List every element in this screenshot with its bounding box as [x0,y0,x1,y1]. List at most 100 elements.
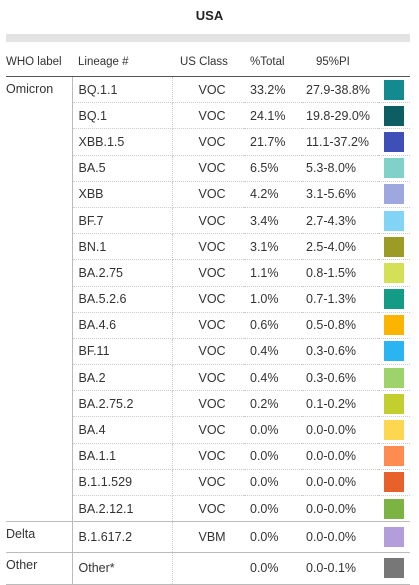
us-class-cell: VOC [172,128,244,156]
us-class-cell: VOC [172,155,244,182]
lineage-cell: B.1.617.2 [72,521,173,554]
percent-total-cell: 24.1% [244,102,302,130]
title-underline-bar [6,34,410,42]
lineage-color-swatch [384,393,404,414]
lineage-cell: B.1.1.529 [72,469,173,497]
percent-total-cell: 1.1% [244,259,302,287]
color-swatch-cell [378,76,410,104]
us-class-cell: VOC [172,286,244,313]
color-swatch-cell [378,469,410,497]
us-class-cell: VOC [172,495,244,523]
header-95pi[interactable]: 95%PI [302,48,378,77]
prediction-interval-cell: 0.0-0.0% [302,469,378,497]
percent-total-cell: 0.2% [244,390,302,418]
header-who-label[interactable]: WHO label [6,48,72,77]
prediction-interval-cell: 2.5-4.0% [302,233,378,261]
prediction-interval-cell: 0.3-0.6% [302,364,378,392]
us-class-cell: VOC [172,416,244,444]
table-header-row: WHO label Lineage # US Class %Total 95%P… [6,48,410,77]
prediction-interval-cell: 19.8-29.0% [302,102,378,130]
table-row: XBB.1.5 VOC 21.7% 11.1-37.2% [6,128,410,156]
lineage-cell: BA.2.75 [72,259,173,287]
lineage-color-swatch [384,446,404,467]
percent-total-cell: 3.1% [244,233,302,261]
header-us-class[interactable]: US Class [172,48,244,77]
lineage-color-swatch [384,262,404,283]
prediction-interval-cell: 11.1-37.2% [302,128,378,156]
lineage-cell: BA.2.12.1 [72,495,173,523]
percent-total-cell: 6.5% [244,155,302,182]
color-swatch-cell [378,390,410,418]
us-class-cell: VOC [172,259,244,287]
prediction-interval-cell: 27.9-38.8% [302,76,378,104]
us-class-cell: VOC [172,338,244,366]
who-label-cell: Delta [6,521,73,554]
lineage-cell: BA.1.1 [72,443,173,470]
color-swatch-cell [378,443,410,470]
prediction-interval-cell: 5.3-8.0% [302,155,378,182]
color-swatch-cell [378,495,410,523]
lineage-color-swatch [384,210,404,231]
percent-total-cell: 0.6% [244,312,302,339]
who-label-cell: Other [6,552,73,585]
us-class-cell: VOC [172,76,244,104]
percent-total-cell: 0.0% [244,443,302,470]
table-row: BA.4 VOC 0.0% 0.0-0.0% [6,416,410,444]
lineage-color-swatch [384,289,404,310]
percent-total-cell: 0.4% [244,338,302,366]
lineage-cell: BQ.1 [72,102,173,130]
table-row: Other Other* 0.0% 0.0-0.1% [6,552,410,585]
lineage-cell: BA.4.6 [72,312,173,339]
lineage-cell: Other* [72,552,173,585]
lineage-cell: BA.2.75.2 [72,390,173,418]
variant-proportions-table: WHO label Lineage # US Class %Total 95%P… [6,48,410,585]
percent-total-cell: 0.0% [244,416,302,444]
table-row: XBB VOC 4.2% 3.1-5.6% [6,181,410,208]
color-swatch-cell [378,155,410,182]
chart-title: USA [195,8,224,23]
table-row: BF.11 VOC 0.4% 0.3-0.6% [6,338,410,366]
table-row: BA.5 VOC 6.5% 5.3-8.0% [6,155,410,182]
header-total[interactable]: %Total [244,48,302,77]
color-swatch-cell [378,102,410,130]
prediction-interval-cell: 0.0-0.0% [302,495,378,523]
percent-total-cell: 0.0% [244,469,302,497]
who-label-cell: Omicron [6,76,73,523]
prediction-interval-cell: 3.1-5.6% [302,181,378,208]
color-swatch-cell [378,259,410,287]
table-body: Omicron BQ.1.1 VOC 33.2% 27.9-38.8% BQ.1 VOC 24… [6,76,410,585]
table-row: BA.2.12.1 VOC 0.0% 0.0-0.0% [6,495,410,523]
color-swatch-cell [378,312,410,339]
lineage-color-swatch [384,472,404,493]
us-class-cell: VOC [172,102,244,130]
us-class-cell: VBM [172,521,244,554]
prediction-interval-cell: 0.5-0.8% [302,312,378,339]
lineage-color-swatch [384,131,404,152]
header-lineage[interactable]: Lineage # [72,48,172,77]
percent-total-cell: 21.7% [244,128,302,156]
lineage-color-swatch [384,420,404,441]
prediction-interval-cell: 2.7-4.3% [302,207,378,235]
table-row: BA.2.75.2 VOC 0.2% 0.1-0.2% [6,390,410,418]
table-row: BQ.1 VOC 24.1% 19.8-29.0% [6,102,410,130]
color-swatch-cell [378,233,410,261]
lineage-cell: BA.4 [72,416,173,444]
percent-total-cell: 0.0% [244,521,302,554]
color-swatch-cell [378,207,410,235]
table-row: BN.1 VOC 3.1% 2.5-4.0% [6,233,410,261]
lineage-cell: BA.5.2.6 [72,286,173,313]
table-row: BA.2.75 VOC 1.1% 0.8-1.5% [6,259,410,287]
lineage-cell: BA.5 [72,155,173,182]
lineage-cell: BF.7 [72,207,173,235]
table-row: BA.1.1 VOC 0.0% 0.0-0.0% [6,443,410,470]
us-class-cell: VOC [172,233,244,261]
lineage-cell: BF.11 [72,338,173,366]
lineage-cell: XBB.1.5 [72,128,173,156]
prediction-interval-cell: 0.3-0.6% [302,338,378,366]
us-class-cell: VOC [172,443,244,470]
prediction-interval-cell: 0.8-1.5% [302,259,378,287]
us-class-cell: VOC [172,312,244,339]
color-swatch-cell [378,286,410,313]
prediction-interval-cell: 0.1-0.2% [302,390,378,418]
lineage-color-swatch [384,527,404,548]
